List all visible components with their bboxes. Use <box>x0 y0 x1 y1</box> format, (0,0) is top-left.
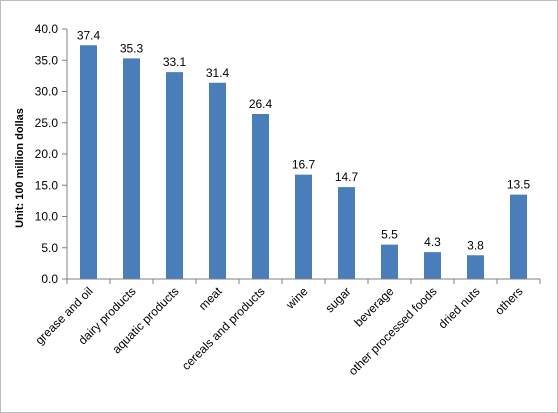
bar-dairy-products <box>123 58 140 279</box>
data-label: 33.1 <box>163 55 187 69</box>
x-tick-label: cereals and products <box>179 284 268 373</box>
bar-cereals-and-products <box>252 114 269 279</box>
bar-beverage <box>381 244 398 279</box>
y-tick-label: 30.0 <box>35 85 59 99</box>
bar-wine <box>295 174 312 279</box>
x-tick-label: others <box>492 284 525 317</box>
x-tick-label: wine <box>283 284 311 312</box>
data-label: 37.4 <box>77 28 101 42</box>
data-label: 35.3 <box>120 41 144 55</box>
x-tick-label: dried nuts <box>435 284 482 331</box>
y-tick-label: 5.0 <box>41 241 58 255</box>
y-tick-label: 20.0 <box>35 147 59 161</box>
y-tick-label: 15.0 <box>35 178 59 192</box>
data-label: 16.7 <box>292 158 316 172</box>
data-label: 5.5 <box>381 228 398 242</box>
data-labels: 37.4 35.3 33.1 31.4 26.4 16.7 14.7 5.5 4.3 3.8 13.… <box>77 28 531 252</box>
data-label: 4.3 <box>424 235 441 249</box>
y-tick-label: 40.0 <box>35 22 59 36</box>
bar-other-processed-foods <box>424 252 441 279</box>
bar-others <box>510 194 527 279</box>
bar-sugar <box>338 187 355 279</box>
data-label: 14.7 <box>335 170 359 184</box>
bars <box>80 45 527 279</box>
bar-meat <box>209 82 226 279</box>
bar-grease-and-oil <box>80 45 97 279</box>
y-axis-title: Unit: 100 million dollas <box>14 108 26 228</box>
data-label: 26.4 <box>249 97 273 111</box>
bar-dried-nuts <box>467 255 484 279</box>
data-label: 3.8 <box>467 238 484 252</box>
y-tick-label: 35.0 <box>35 53 59 67</box>
x-tick-label: sugar <box>322 284 353 315</box>
data-label: 13.5 <box>507 178 531 192</box>
y-axis-ticks: 0.0 5.0 10.0 15.0 20.0 25.0 30.0 35.0 40.0 <box>35 22 67 286</box>
y-tick-label: 10.0 <box>35 210 59 224</box>
x-tick-label: meat <box>196 284 225 313</box>
x-tick-label: other processed foods <box>346 284 440 378</box>
y-tick-label: 0.0 <box>41 272 58 286</box>
y-tick-label: 25.0 <box>35 116 59 130</box>
data-label: 31.4 <box>206 66 230 80</box>
bar-aquatic-products <box>166 72 183 279</box>
